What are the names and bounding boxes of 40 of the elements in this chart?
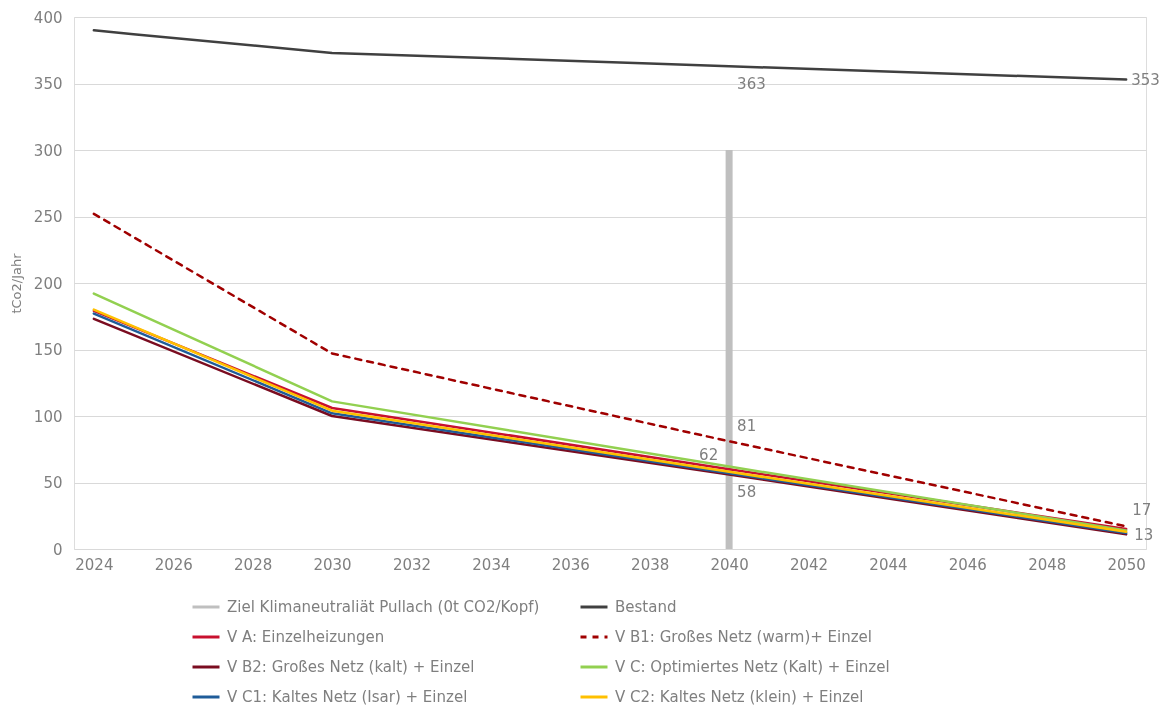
legend-label: V A: Einzelheizungen bbox=[227, 628, 385, 646]
legend-label: V C: Optimiertes Netz (Kalt) + Einzel bbox=[615, 658, 890, 676]
data-label: 17 bbox=[1132, 501, 1152, 520]
y-tick-label: 150 bbox=[33, 341, 63, 359]
data-label: 363 bbox=[737, 75, 766, 94]
y-tick-label: 400 bbox=[33, 8, 63, 27]
x-tick-label: 2044 bbox=[869, 555, 908, 574]
y-tick-label: 250 bbox=[33, 208, 63, 226]
legend-label: V C2: Kaltes Netz (klein) + Einzel bbox=[615, 688, 864, 706]
legend-label: V B1: Großes Netz (warm)+ Einzel bbox=[615, 628, 872, 646]
y-tick-label: 200 bbox=[33, 274, 63, 293]
x-tick-label: 2050 bbox=[1107, 555, 1146, 574]
data-label: 13 bbox=[1134, 525, 1154, 544]
x-tick-label: 2040 bbox=[710, 555, 749, 574]
legend-label: Ziel Klimaneutraliät Pullach (0t CO2/Kopf) bbox=[227, 598, 540, 616]
data-label: 81 bbox=[737, 417, 757, 436]
data-label: 353 bbox=[1131, 70, 1160, 89]
x-tick-label: 2048 bbox=[1028, 555, 1067, 574]
x-tick-label: 2024 bbox=[75, 555, 114, 574]
line-series bbox=[92, 212, 1128, 528]
x-tick-label: 2030 bbox=[313, 555, 352, 574]
x-tick-label: 2036 bbox=[551, 555, 590, 574]
y-tick-label: 300 bbox=[33, 141, 63, 160]
legend-label: V B2: Großes Netz (kalt) + Einzel bbox=[227, 658, 475, 676]
x-tick-label: 2032 bbox=[392, 555, 432, 574]
x-tick-label: 2026 bbox=[154, 555, 193, 574]
legend-label: Bestand bbox=[615, 598, 677, 616]
data-label: 58 bbox=[737, 482, 757, 501]
y-axis-title: tCo2/Jahr bbox=[8, 252, 24, 314]
x-tick-label: 2038 bbox=[631, 555, 670, 574]
y-tick-label: 350 bbox=[33, 75, 63, 93]
legend-label: V C1: Kaltes Netz (Isar) + Einzel bbox=[227, 688, 468, 706]
x-tick-label: 2046 bbox=[948, 555, 987, 574]
y-tick-label: 0 bbox=[52, 540, 63, 559]
x-tick-label: 2034 bbox=[472, 555, 511, 574]
x-tick-label: 2028 bbox=[234, 555, 273, 574]
y-tick-label: 50 bbox=[43, 474, 63, 492]
data-label: 62 bbox=[699, 445, 719, 464]
y-tick-label: 100 bbox=[33, 407, 63, 426]
x-tick-label: 2042 bbox=[789, 555, 829, 574]
